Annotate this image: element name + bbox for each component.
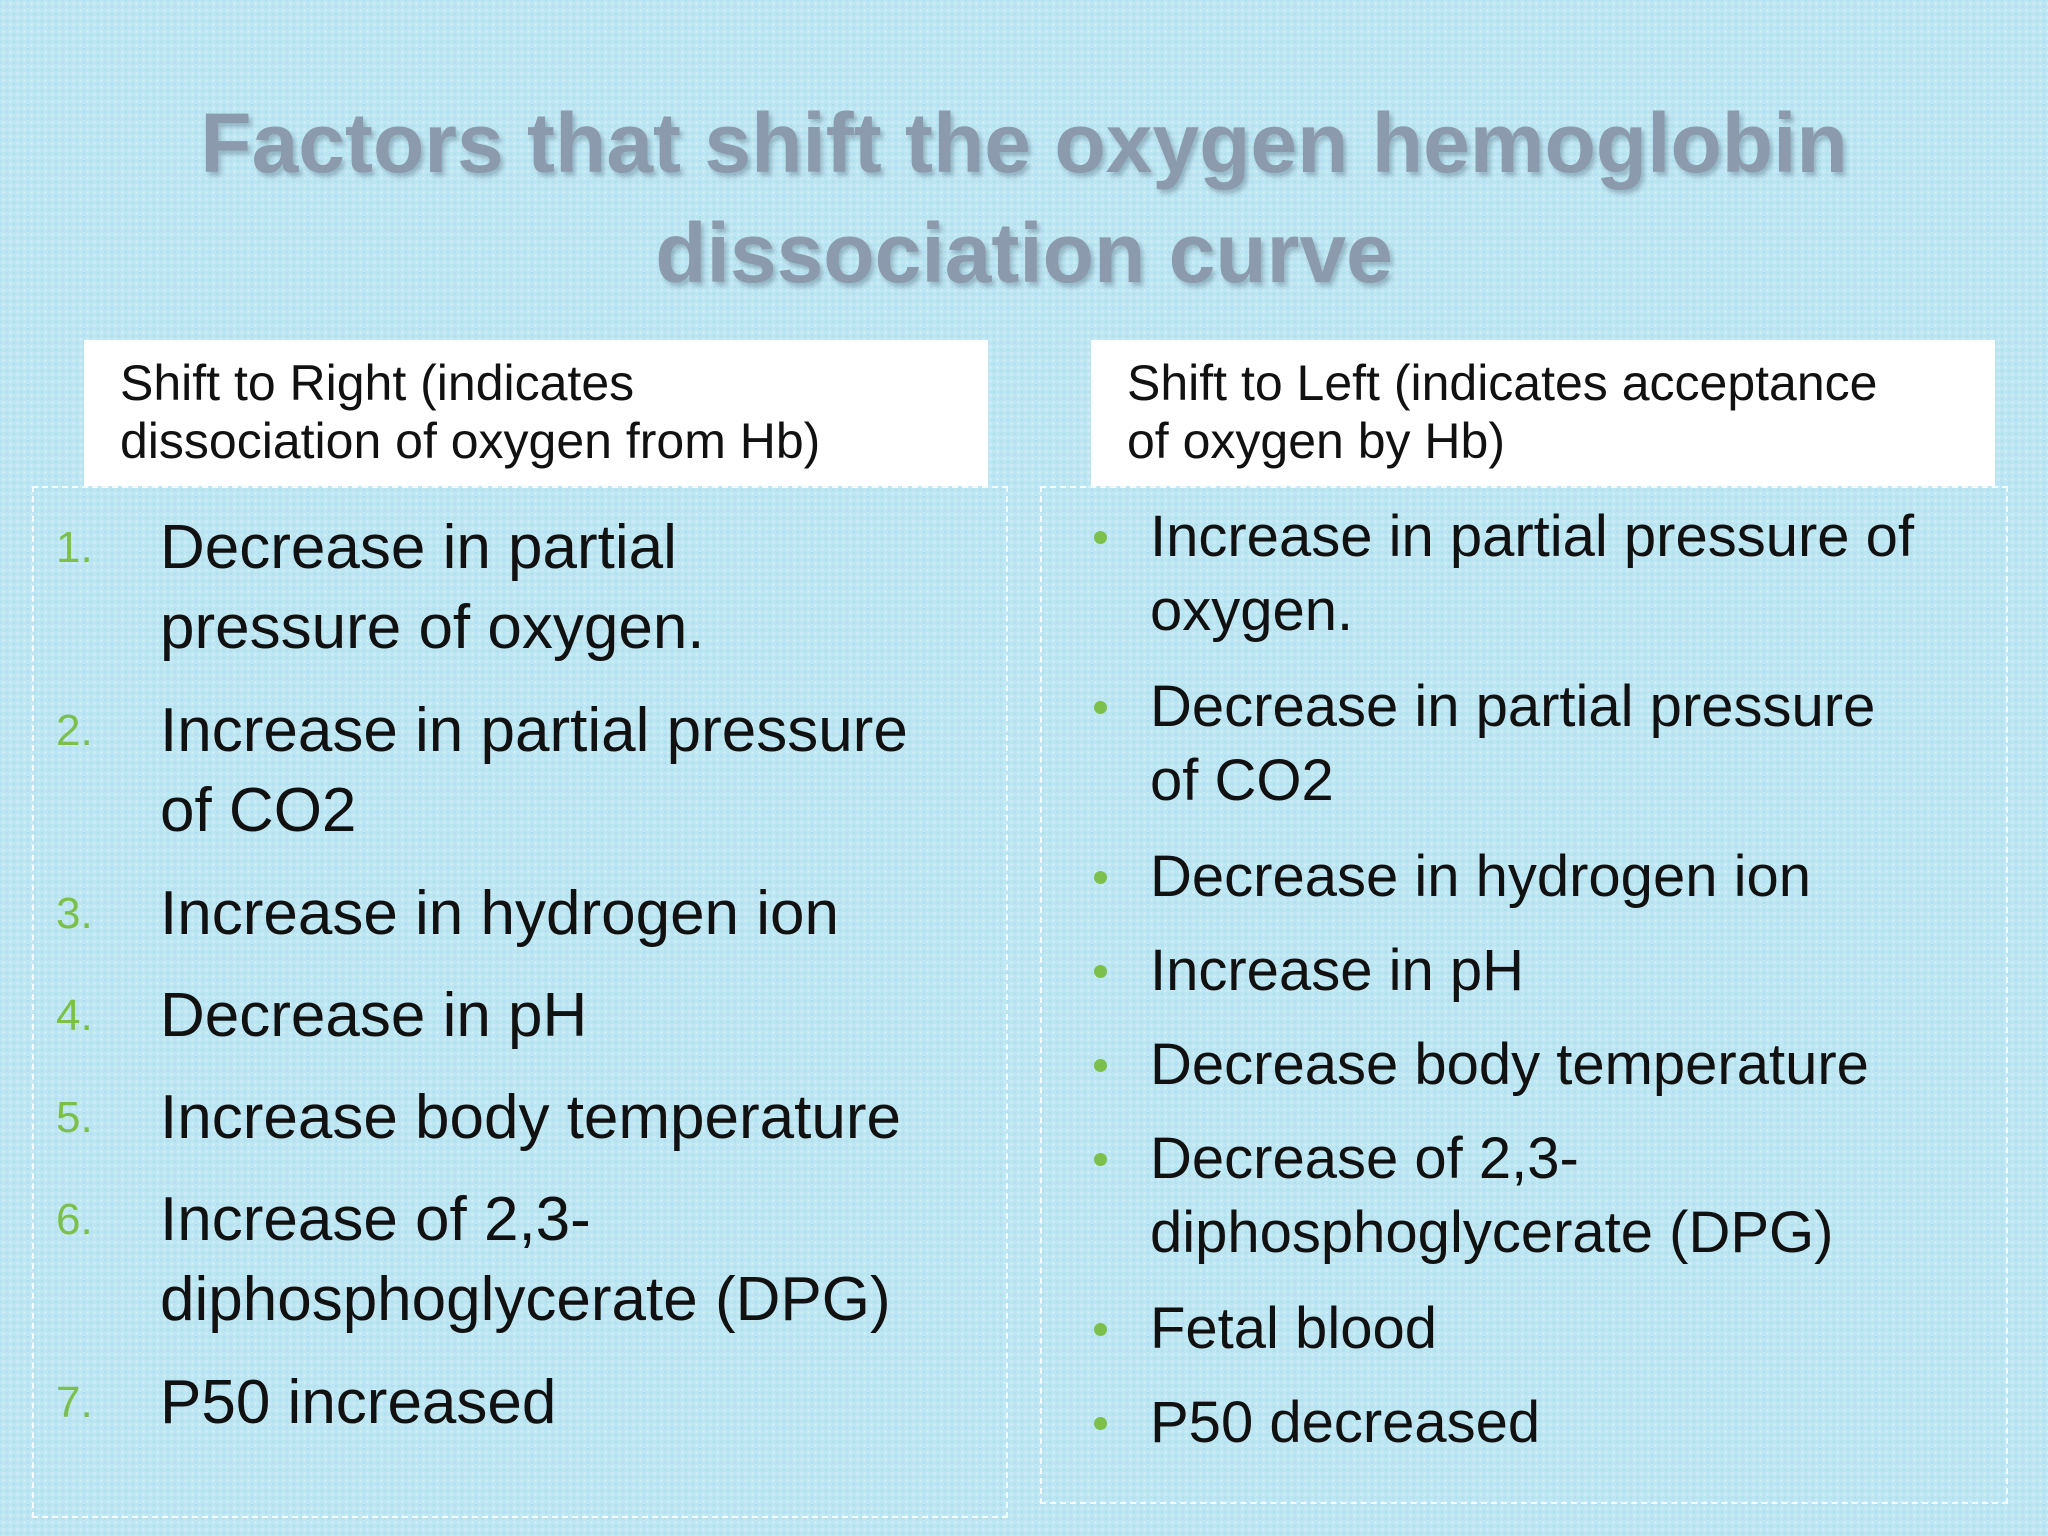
list-item-text-line-1: Decrease in partial pressure <box>1150 674 1876 739</box>
list-item-text: P50 decreased <box>1150 1390 1541 1455</box>
bullet-icon <box>1094 1417 1107 1430</box>
list-item-text-line-2: diphosphoglycerate (DPG) <box>1150 1200 1834 1265</box>
list-item-text-line-2: oxygen. <box>1150 578 1354 643</box>
list-item-text-line-1: Decrease of 2,3- <box>1150 1126 1579 1191</box>
bullet-icon <box>1094 965 1107 978</box>
title-line-2: dissociation curve <box>655 206 1393 300</box>
list-number: 4. <box>56 991 93 1040</box>
list-number: 6. <box>56 1195 93 1244</box>
list-item-text: Decrease in hydrogen ion <box>1150 844 1811 909</box>
list-item-text-line-1: Increase of 2,3- <box>160 1185 591 1254</box>
list-item-text-line-1: Decrease in partial <box>160 513 677 582</box>
list-item-text: Increase in hydrogen ion <box>160 879 840 948</box>
list-item-text-line-1: Increase in partial pressure <box>160 696 908 765</box>
list-item-text: Fetal blood <box>1150 1296 1437 1361</box>
left-shift-header: Shift to Left (indicates acceptance of o… <box>1091 340 1995 486</box>
list-item-text: Decrease in pH <box>160 981 588 1050</box>
list-item-text-line-2: of CO2 <box>1150 748 1334 813</box>
bullet-icon <box>1094 1059 1107 1072</box>
list-item-text: Increase in pH <box>1150 938 1524 1003</box>
list-number: 3. <box>56 889 93 938</box>
list-item-text-line-2: pressure of oxygen. <box>160 593 705 662</box>
bullet-icon <box>1094 701 1107 714</box>
list-number: 5. <box>56 1093 93 1142</box>
list-item-text: Increase body temperature <box>160 1083 901 1152</box>
slide-title: Factors that shift the oxygen hemoglobin… <box>0 88 2048 308</box>
list-number: 2. <box>56 706 93 755</box>
left-shift-header-line-1: Shift to Left (indicates acceptance <box>1127 355 1878 411</box>
left-shift-header-line-2: of oxygen by Hb) <box>1127 413 1505 469</box>
list-item-text-line-2: of CO2 <box>160 776 357 845</box>
list-item-text: P50 increased <box>160 1368 557 1437</box>
list-number: 7. <box>56 1378 93 1427</box>
bullet-icon <box>1094 1153 1107 1166</box>
bullet-icon <box>1094 531 1107 544</box>
list-item-text: Decrease body temperature <box>1150 1032 1869 1097</box>
title-line-1: Factors that shift the oxygen hemoglobin <box>200 96 1848 190</box>
right-shift-header-line-1: Shift to Right (indicates <box>120 355 635 411</box>
list-item-text-line-1: Increase in partial pressure of <box>1150 504 1915 569</box>
right-shift-header: Shift to Right (indicates dissociation o… <box>84 340 988 486</box>
list-item-text-line-2: diphosphoglycerate (DPG) <box>160 1265 891 1334</box>
right-shift-header-line-2: dissociation of oxygen from Hb) <box>120 413 821 469</box>
bullet-icon <box>1094 1323 1107 1336</box>
list-number: 1. <box>56 523 93 572</box>
left-shift-list-box: Increase in partial pressure of oxygen. D… <box>1040 486 2008 1504</box>
right-shift-list-box: 1. Decrease in partial pressure of oxygen… <box>32 486 1008 1518</box>
bullet-icon <box>1094 871 1107 884</box>
